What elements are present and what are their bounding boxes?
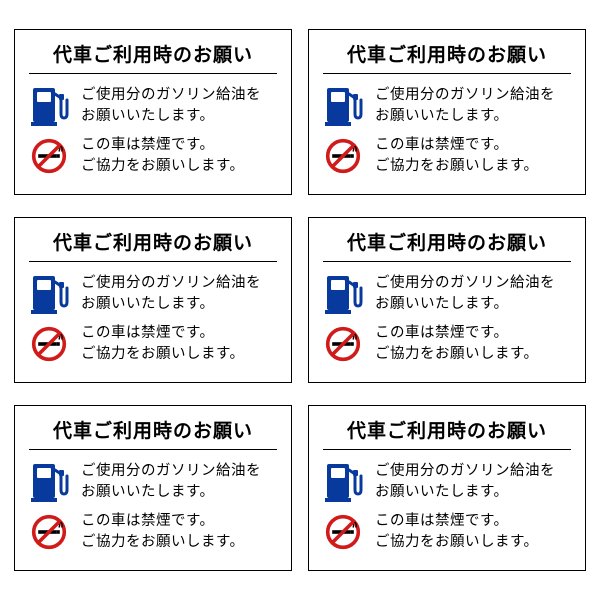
fuel-text: ご使用分のガソリン給油を お願いいたします。	[81, 85, 261, 127]
nosmoke-text: この車は禁煙です。 ご協力をお願いします。	[81, 511, 245, 553]
fuel-row: ご使用分のガソリン給油を お願いいたします。	[323, 460, 571, 504]
fuel-line-1: ご使用分のガソリン給油を	[375, 87, 555, 103]
card-title: 代車ご利用時のお願い	[29, 228, 277, 262]
nosmoke-row: この車は禁煙です。 ご協力をお願いします。	[323, 322, 571, 366]
card-title: 代車ご利用時のお願い	[29, 40, 277, 74]
nosmoke-text: この車は禁煙です。 ご協力をお願いします。	[81, 135, 245, 177]
nosmoke-line-2: ご協力をお願いします。	[81, 534, 245, 550]
notice-card: 代車ご利用時のお願い ご使用分のガソリン給油を お願いいたします。 この車は禁煙…	[308, 29, 586, 195]
fuel-line-1: ご使用分のガソリン給油を	[81, 463, 261, 479]
fuel-line-1: ご使用分のガソリン給油を	[81, 275, 261, 291]
nosmoke-line-2: ご協力をお願いします。	[81, 158, 245, 174]
card-title: 代車ご利用時のお願い	[29, 416, 277, 450]
nosmoke-line-2: ご協力をお願いします。	[375, 158, 539, 174]
nosmoke-line-2: ご協力をお願いします。	[375, 534, 539, 550]
no-smoking-icon	[29, 134, 69, 178]
fuel-row: ご使用分のガソリン給油を お願いいたします。	[323, 84, 571, 128]
nosmoke-line-2: ご協力をお願いします。	[375, 346, 539, 362]
fuel-row: ご使用分のガソリン給油を お願いいたします。	[29, 460, 277, 504]
fuel-line-1: ご使用分のガソリン給油を	[375, 275, 555, 291]
notice-card: 代車ご利用時のお願い ご使用分のガソリン給油を お願いいたします。 この車は禁煙…	[14, 405, 292, 571]
fuel-line-2: お願いいたします。	[81, 296, 215, 312]
nosmoke-text: この車は禁煙です。 ご協力をお願いします。	[375, 135, 539, 177]
fuel-pump-icon	[29, 460, 69, 504]
nosmoke-line-1: この車は禁煙です。	[81, 137, 215, 153]
fuel-row: ご使用分のガソリン給油を お願いいたします。	[29, 272, 277, 316]
fuel-pump-icon	[323, 460, 363, 504]
card-title: 代車ご利用時のお願い	[323, 416, 571, 450]
nosmoke-line-1: この車は禁煙です。	[375, 513, 509, 529]
no-smoking-icon	[29, 510, 69, 554]
fuel-line-2: お願いいたします。	[375, 484, 509, 500]
fuel-text: ご使用分のガソリン給油を お願いいたします。	[375, 461, 555, 503]
fuel-text: ご使用分のガソリン給油を お願いいたします。	[81, 273, 261, 315]
fuel-pump-icon	[29, 272, 69, 316]
notice-card: 代車ご利用時のお願い ご使用分のガソリン給油を お願いいたします。 この車は禁煙…	[308, 405, 586, 571]
fuel-text: ご使用分のガソリン給油を お願いいたします。	[375, 273, 555, 315]
fuel-line-2: お願いいたします。	[81, 108, 215, 124]
nosmoke-line-1: この車は禁煙です。	[81, 325, 215, 341]
fuel-row: ご使用分のガソリン給油を お願いいたします。	[323, 272, 571, 316]
no-smoking-icon	[323, 322, 363, 366]
nosmoke-row: この車は禁煙です。 ご協力をお願いします。	[323, 510, 571, 554]
nosmoke-line-1: この車は禁煙です。	[375, 137, 509, 153]
nosmoke-row: この車は禁煙です。 ご協力をお願いします。	[29, 510, 277, 554]
notice-card: 代車ご利用時のお願い ご使用分のガソリン給油を お願いいたします。 この車は禁煙…	[14, 217, 292, 383]
fuel-pump-icon	[323, 84, 363, 128]
nosmoke-text: この車は禁煙です。 ご協力をお願いします。	[375, 323, 539, 365]
nosmoke-text: この車は禁煙です。 ご協力をお願いします。	[375, 511, 539, 553]
fuel-line-2: お願いいたします。	[375, 296, 509, 312]
no-smoking-icon	[323, 134, 363, 178]
nosmoke-text: この車は禁煙です。 ご協力をお願いします。	[81, 323, 245, 365]
fuel-pump-icon	[29, 84, 69, 128]
fuel-line-2: お願いいたします。	[81, 484, 215, 500]
nosmoke-line-1: この車は禁煙です。	[81, 513, 215, 529]
fuel-line-1: ご使用分のガソリン給油を	[375, 463, 555, 479]
fuel-line-1: ご使用分のガソリン給油を	[81, 87, 261, 103]
nosmoke-row: この車は禁煙です。 ご協力をお願いします。	[29, 134, 277, 178]
fuel-pump-icon	[323, 272, 363, 316]
fuel-text: ご使用分のガソリン給油を お願いいたします。	[375, 85, 555, 127]
notice-card: 代車ご利用時のお願い ご使用分のガソリン給油を お願いいたします。 この車は禁煙…	[308, 217, 586, 383]
fuel-line-2: お願いいたします。	[375, 108, 509, 124]
card-title: 代車ご利用時のお願い	[323, 228, 571, 262]
nosmoke-row: この車は禁煙です。 ご協力をお願いします。	[29, 322, 277, 366]
nosmoke-row: この車は禁煙です。 ご協力をお願いします。	[323, 134, 571, 178]
no-smoking-icon	[29, 322, 69, 366]
fuel-text: ご使用分のガソリン給油を お願いいたします。	[81, 461, 261, 503]
notice-card: 代車ご利用時のお願い ご使用分のガソリン給油を お願いいたします。 この車は禁煙…	[14, 29, 292, 195]
nosmoke-line-1: この車は禁煙です。	[375, 325, 509, 341]
no-smoking-icon	[323, 510, 363, 554]
card-title: 代車ご利用時のお願い	[323, 40, 571, 74]
nosmoke-line-2: ご協力をお願いします。	[81, 346, 245, 362]
fuel-row: ご使用分のガソリン給油を お願いいたします。	[29, 84, 277, 128]
